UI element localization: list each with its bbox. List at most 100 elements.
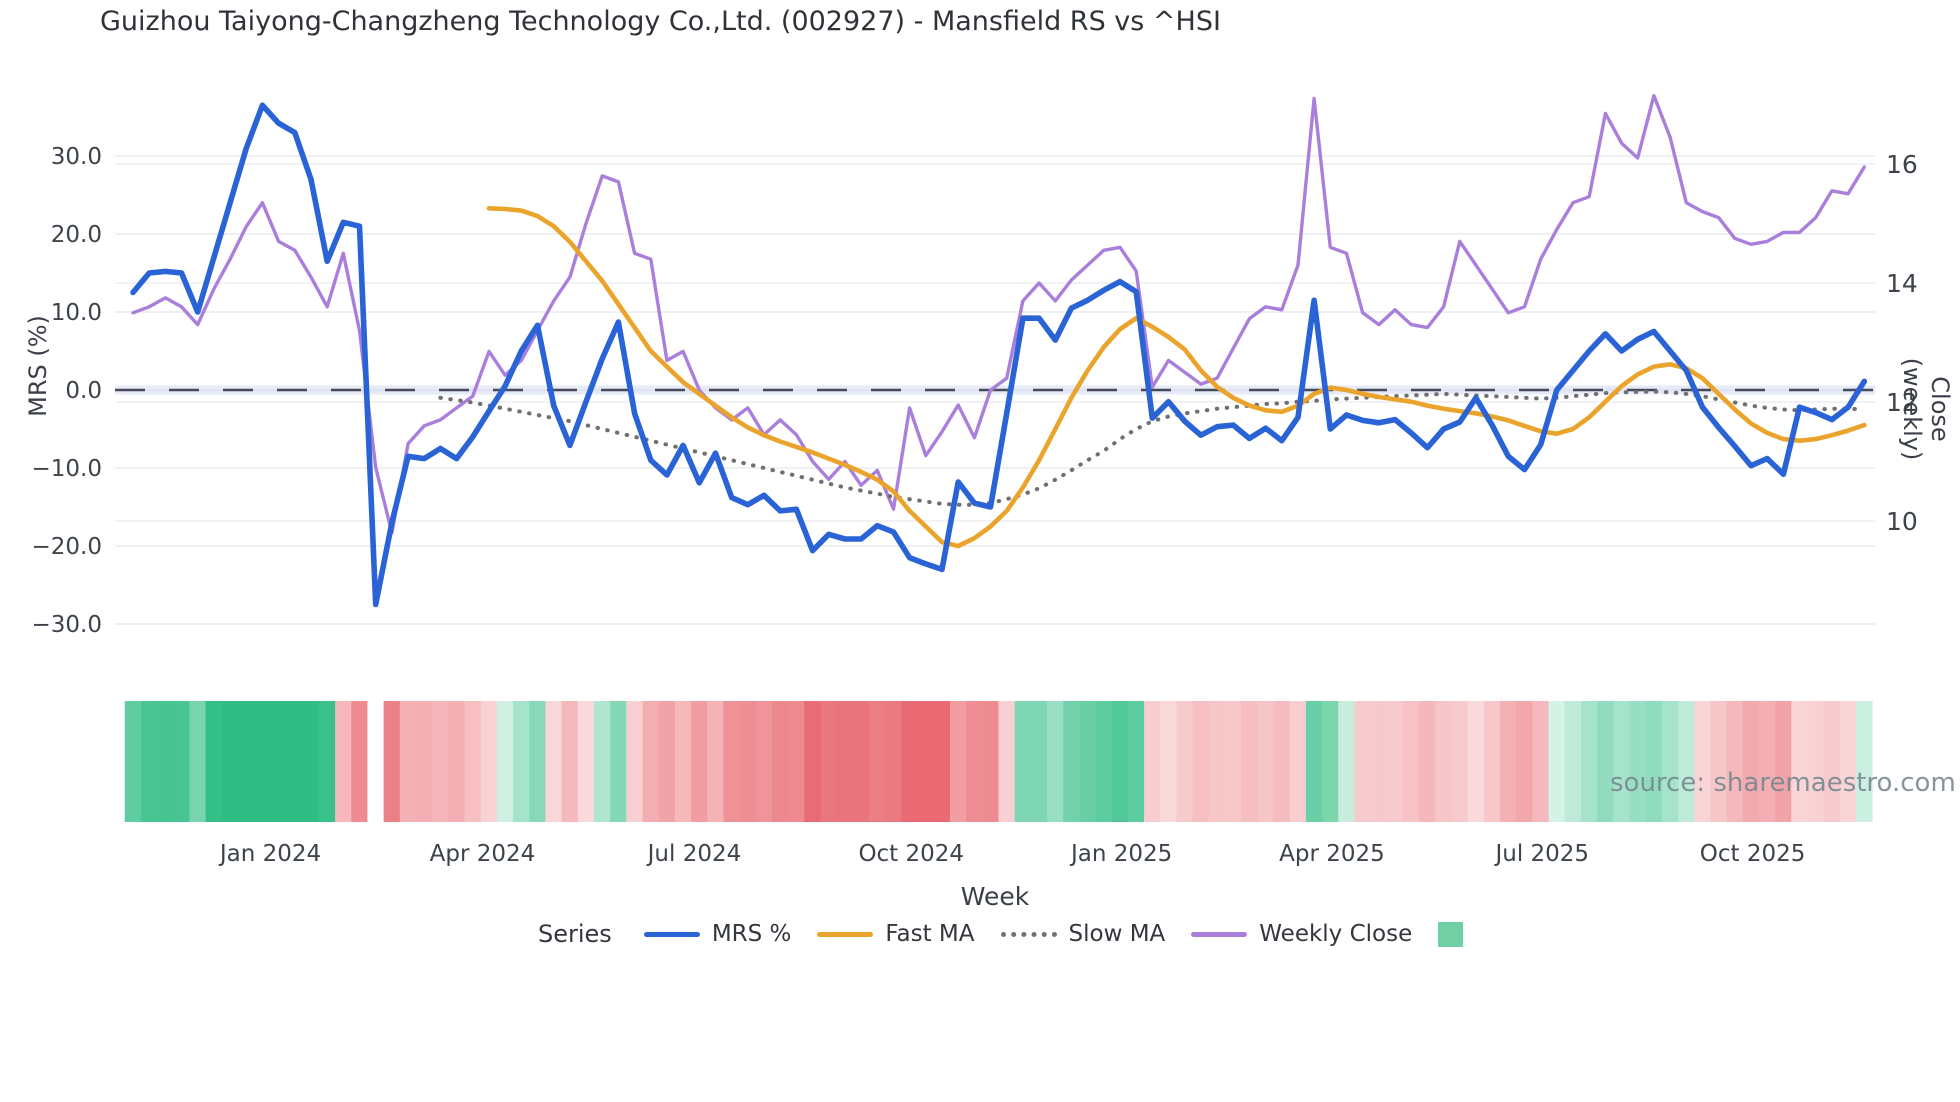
heatmap-week-band [367, 701, 385, 822]
x-axis-tick: Apr 2025 [1279, 841, 1385, 867]
heatmap-week-band [1111, 701, 1129, 822]
legend-item-label: Fast MA [885, 921, 975, 947]
heatmap-week-band [610, 701, 627, 822]
heatmap-week-band [1613, 701, 1630, 822]
heatmap-week-band [1710, 701, 1727, 822]
heatmap-week-band [318, 701, 336, 822]
heatmap-week-band [966, 701, 983, 822]
y-axis-tick-left: 10.0 [51, 300, 102, 326]
legend-item-heatmap-swatch [1438, 921, 1464, 947]
heatmap-week-band [1807, 701, 1825, 822]
y-axis-tick-left: 30.0 [51, 144, 102, 170]
legend-item-label: MRS % [711, 921, 792, 947]
heatmap-week-band [707, 701, 724, 822]
heatmap-week-band [1338, 701, 1355, 822]
heatmap-week-band [1305, 701, 1323, 822]
heatmap-week-band [496, 701, 514, 822]
heatmap-week-band [1532, 701, 1550, 822]
heatmap-week-band [1014, 701, 1032, 822]
line-swatch-icon [1191, 931, 1248, 937]
heatmap-week-band [221, 701, 239, 822]
heatmap-week-band [691, 701, 708, 822]
heatmap-week-band [1257, 701, 1274, 822]
heatmap-week-band [1402, 701, 1420, 822]
heatmap-week-band [1758, 701, 1776, 822]
heatmap-week-band [1629, 701, 1647, 822]
heatmap-week-band [1823, 701, 1841, 822]
fast-ma-line [486, 206, 1867, 549]
heatmap-week-band [1241, 701, 1258, 822]
heatmap-week-band [917, 701, 935, 822]
heatmap-swatch-icon [1438, 921, 1464, 947]
heatmap-week-band [626, 701, 643, 822]
x-axis-tick: Oct 2024 [858, 841, 964, 867]
heatmap-week-band [998, 701, 1016, 822]
chart-title: Guizhou Taiyong-Changzheng Technology Co… [100, 6, 1221, 37]
x-axis-tick: Jan 2025 [1069, 841, 1172, 867]
heatmap-week-band [771, 701, 789, 822]
heatmap-week-band [593, 701, 611, 822]
heatmap-week-band [480, 701, 498, 822]
heatmap-week-band [157, 701, 174, 822]
legend-item-fast-ma: Fast MA [817, 921, 975, 947]
heatmap-week-band [173, 701, 190, 822]
heatmap-week-band [885, 701, 902, 822]
heatmap-week-band [513, 701, 530, 822]
legend: Series MRS % Fast MA Slow MA Weekly Close [538, 920, 1464, 948]
y-axis-tick-right: 10 [1886, 507, 1918, 536]
heatmap-week-band [140, 701, 158, 822]
heatmap-week-band [124, 701, 142, 822]
heatmap-week-band [399, 701, 417, 822]
x-axis-tick: Jan 2024 [218, 841, 321, 867]
legend-item-label: Slow MA [1068, 921, 1166, 947]
heatmap-week-band [674, 701, 692, 822]
heatmap-week-band [1127, 701, 1145, 822]
heatmap-week-band [933, 701, 951, 822]
x-axis-tick: Oct 2025 [1700, 841, 1806, 867]
heatmap-week-band [561, 701, 579, 822]
legend-item-weekly-close: Weekly Close [1191, 921, 1412, 947]
heatmap-week-band [415, 701, 433, 822]
y-axis-tick-right: 16 [1886, 150, 1918, 179]
heatmap-week-band [1856, 701, 1873, 822]
heatmap-week-band [869, 701, 886, 822]
heatmap-week-band [820, 701, 838, 822]
heatmap-week-band [1467, 701, 1485, 822]
heatmap-week-band [901, 701, 918, 822]
heatmap-week-band [1322, 701, 1339, 822]
y-axis-tick-right: 14 [1886, 269, 1918, 298]
heatmap-week-band [788, 701, 805, 822]
slow-ma-line [438, 389, 1867, 507]
heatmap-week-band [1661, 701, 1679, 822]
heatmap-week-band [189, 701, 207, 822]
heatmap-week-band [1354, 701, 1372, 822]
heatmap-week-band [270, 701, 287, 822]
heatmap-week-band [1500, 701, 1517, 822]
heatmap-week-band [1160, 701, 1177, 822]
heatmap-week-band [1678, 701, 1695, 822]
heatmap-week-band [1839, 701, 1857, 822]
heatmap-week-band [1224, 701, 1242, 822]
heatmap-week-band [464, 701, 482, 822]
heatmap-week-band [1548, 701, 1566, 822]
heatmap-week-band [1580, 701, 1598, 822]
heatmap-week-band [432, 701, 449, 822]
heatmap-week-band [1435, 701, 1452, 822]
heatmap-week-band [577, 701, 595, 822]
heatmap-week-band [658, 701, 676, 822]
x-axis-tick: Apr 2024 [430, 841, 536, 867]
source-watermark: source: sharemaestro.com [1610, 768, 1956, 798]
heatmap-week-band [1564, 701, 1582, 822]
heatmap-week-band [1192, 701, 1210, 822]
heatmap-week-band [1645, 701, 1663, 822]
y-axis-label-right: Close (weekly) [1898, 357, 1954, 461]
line-swatch-icon [817, 931, 874, 937]
y-axis-tick-left: −20.0 [32, 534, 102, 560]
heatmap-week-band [335, 701, 352, 822]
heatmap-week-band [1451, 701, 1469, 822]
heatmap-week-band [1483, 701, 1501, 822]
heatmap-week-band [1726, 701, 1744, 822]
heatmap-week-band [1030, 701, 1048, 822]
heatmap-week-band [836, 701, 854, 822]
legend-item-slow-ma: Slow MA [1000, 921, 1166, 947]
